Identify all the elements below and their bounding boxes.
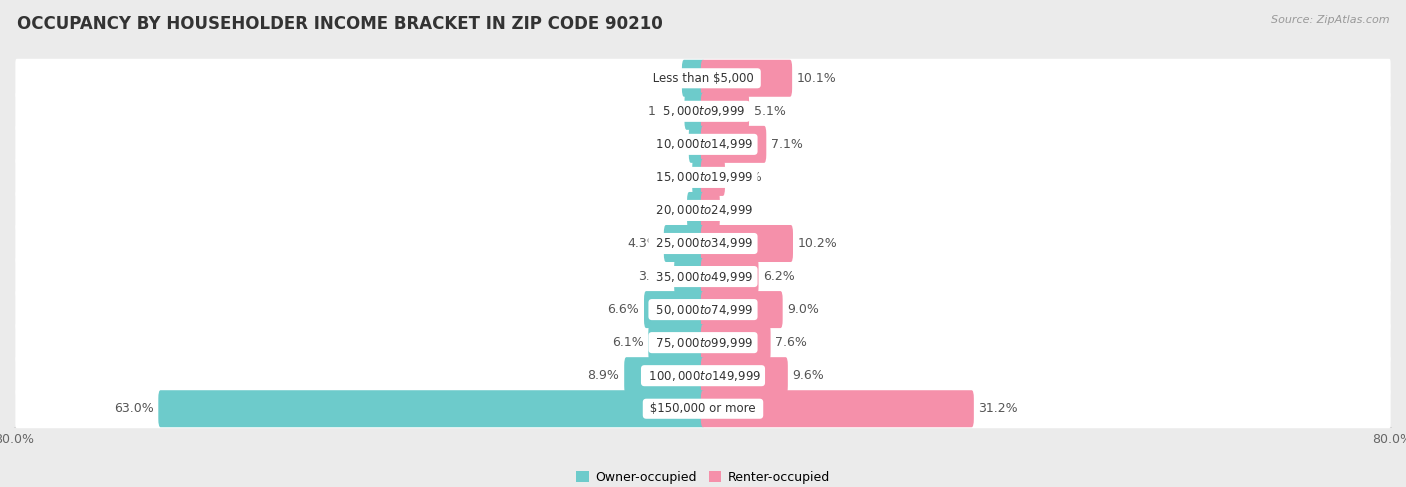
FancyBboxPatch shape (700, 357, 787, 394)
FancyBboxPatch shape (624, 357, 706, 394)
Text: Less than $5,000: Less than $5,000 (648, 72, 758, 85)
Text: 2.3%: 2.3% (730, 171, 762, 184)
FancyBboxPatch shape (664, 225, 706, 262)
FancyBboxPatch shape (692, 159, 706, 196)
Text: $50,000 to $74,999: $50,000 to $74,999 (652, 302, 754, 317)
Text: 10.1%: 10.1% (797, 72, 837, 85)
Text: 8.9%: 8.9% (588, 369, 620, 382)
Text: 1.6%: 1.6% (651, 204, 682, 217)
Text: 6.6%: 6.6% (607, 303, 640, 316)
FancyBboxPatch shape (700, 390, 974, 427)
Text: 7.1%: 7.1% (770, 138, 803, 151)
FancyBboxPatch shape (648, 324, 706, 361)
Text: 1.0%: 1.0% (655, 171, 688, 184)
Text: 9.0%: 9.0% (787, 303, 820, 316)
FancyBboxPatch shape (15, 125, 1391, 164)
FancyBboxPatch shape (15, 290, 1391, 329)
Text: 1.9%: 1.9% (648, 105, 679, 118)
FancyBboxPatch shape (700, 159, 725, 196)
Text: 6.2%: 6.2% (763, 270, 794, 283)
FancyBboxPatch shape (15, 224, 1391, 263)
FancyBboxPatch shape (15, 356, 1391, 395)
Text: $100,000 to $149,999: $100,000 to $149,999 (644, 369, 762, 383)
Text: 10.2%: 10.2% (797, 237, 838, 250)
Text: 6.1%: 6.1% (612, 336, 644, 349)
Text: 63.0%: 63.0% (114, 402, 153, 415)
Text: $35,000 to $49,999: $35,000 to $49,999 (652, 269, 754, 283)
FancyBboxPatch shape (15, 257, 1391, 296)
FancyBboxPatch shape (700, 324, 770, 361)
FancyBboxPatch shape (689, 126, 706, 163)
FancyBboxPatch shape (15, 92, 1391, 131)
FancyBboxPatch shape (15, 158, 1391, 197)
Text: 2.2%: 2.2% (645, 72, 678, 85)
FancyBboxPatch shape (700, 126, 766, 163)
FancyBboxPatch shape (685, 93, 706, 130)
Text: 3.1%: 3.1% (638, 270, 669, 283)
Text: 4.3%: 4.3% (627, 237, 659, 250)
FancyBboxPatch shape (700, 225, 793, 262)
Text: 9.6%: 9.6% (793, 369, 824, 382)
Text: $10,000 to $14,999: $10,000 to $14,999 (652, 137, 754, 151)
Legend: Owner-occupied, Renter-occupied: Owner-occupied, Renter-occupied (571, 466, 835, 487)
Text: 1.4%: 1.4% (652, 138, 685, 151)
Text: $75,000 to $99,999: $75,000 to $99,999 (652, 336, 754, 350)
FancyBboxPatch shape (644, 291, 706, 328)
Text: OCCUPANCY BY HOUSEHOLDER INCOME BRACKET IN ZIP CODE 90210: OCCUPANCY BY HOUSEHOLDER INCOME BRACKET … (17, 15, 662, 33)
FancyBboxPatch shape (673, 258, 706, 295)
Text: Source: ZipAtlas.com: Source: ZipAtlas.com (1271, 15, 1389, 25)
FancyBboxPatch shape (700, 192, 720, 229)
FancyBboxPatch shape (700, 258, 759, 295)
Text: 5.1%: 5.1% (754, 105, 786, 118)
Text: $25,000 to $34,999: $25,000 to $34,999 (652, 237, 754, 250)
Text: 7.6%: 7.6% (775, 336, 807, 349)
Text: $20,000 to $24,999: $20,000 to $24,999 (652, 204, 754, 218)
FancyBboxPatch shape (688, 192, 706, 229)
FancyBboxPatch shape (700, 93, 749, 130)
Text: $15,000 to $19,999: $15,000 to $19,999 (652, 170, 754, 185)
FancyBboxPatch shape (700, 60, 792, 97)
FancyBboxPatch shape (15, 191, 1391, 230)
Text: $150,000 or more: $150,000 or more (647, 402, 759, 415)
FancyBboxPatch shape (700, 291, 783, 328)
FancyBboxPatch shape (15, 59, 1391, 98)
FancyBboxPatch shape (15, 389, 1391, 428)
FancyBboxPatch shape (15, 323, 1391, 362)
FancyBboxPatch shape (159, 390, 706, 427)
Text: 1.7%: 1.7% (724, 204, 756, 217)
Text: 31.2%: 31.2% (979, 402, 1018, 415)
Text: $5,000 to $9,999: $5,000 to $9,999 (659, 104, 747, 118)
FancyBboxPatch shape (682, 60, 706, 97)
